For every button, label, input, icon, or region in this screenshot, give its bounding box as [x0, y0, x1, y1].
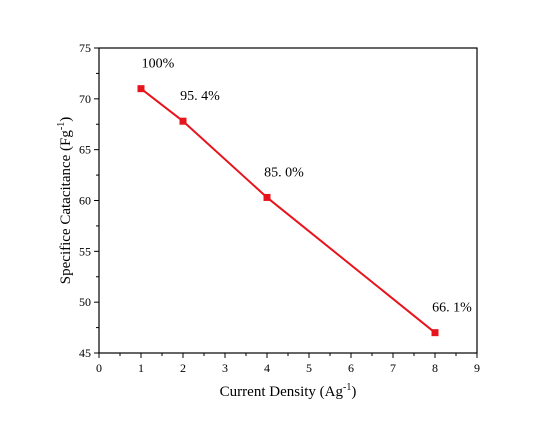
data-label: 66. 1% — [432, 301, 472, 316]
y-tick-label: 55 — [79, 244, 91, 258]
x-tick-label: 9 — [474, 361, 480, 375]
x-tick-label: 8 — [432, 361, 438, 375]
plot-frame — [98, 47, 478, 354]
y-tick-label: 50 — [79, 295, 91, 309]
data-point — [263, 193, 271, 201]
x-tick-label: 1 — [138, 361, 144, 375]
data-label: 85. 0% — [264, 165, 304, 180]
y-tick-label: 45 — [79, 346, 91, 360]
axes — [94, 47, 478, 358]
x-tick-label: 3 — [222, 361, 228, 375]
x-tick-label: 6 — [348, 361, 354, 375]
y-tick-label: 60 — [79, 194, 91, 208]
data-point — [179, 117, 187, 125]
series-line — [140, 87, 436, 334]
y-tick-label: 70 — [79, 92, 91, 106]
y-axis-label: Specifice Catacitance (Fg-1) — [56, 117, 74, 284]
data-label: 95. 4% — [180, 89, 220, 104]
data-point — [431, 329, 439, 337]
y-tick-label: 65 — [79, 143, 91, 157]
x-tick-label: 4 — [264, 361, 270, 375]
x-tick-label: 5 — [306, 361, 312, 375]
y-tick-label: 75 — [79, 41, 91, 55]
data-point — [137, 85, 145, 93]
x-tick-label: 2 — [180, 361, 186, 375]
x-tick-label: 7 — [390, 361, 396, 375]
series — [137, 85, 439, 337]
data-label: 100% — [142, 57, 175, 72]
x-axis-label: Current Density (Ag-1) — [220, 382, 357, 400]
x-tick-label: 0 — [96, 361, 102, 375]
